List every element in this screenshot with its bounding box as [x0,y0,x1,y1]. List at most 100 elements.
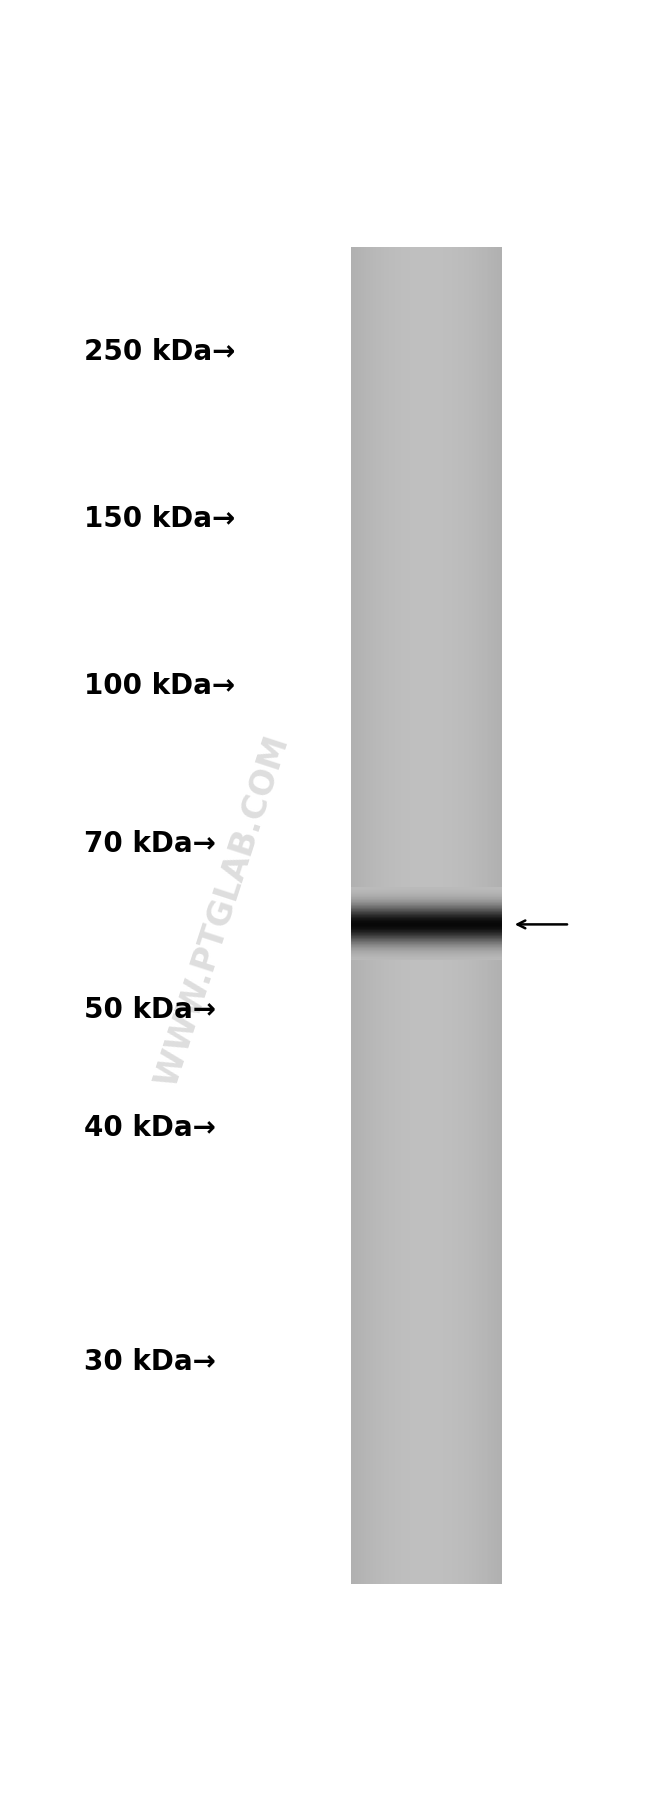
Bar [450,247,452,1583]
Bar [447,247,450,1583]
Bar [351,938,502,939]
Bar [351,891,502,892]
Bar [354,247,356,1583]
Bar [478,247,480,1583]
Bar [472,247,474,1583]
Bar [351,891,502,892]
Bar [487,247,489,1583]
Bar [463,247,465,1583]
Text: 70 kDa→: 70 kDa→ [84,829,216,858]
Bar [357,247,359,1583]
Bar [351,938,502,939]
Bar [484,247,486,1583]
Bar [452,247,454,1583]
Bar [351,934,502,936]
Bar [474,247,476,1583]
Bar [351,943,502,945]
Bar [351,945,502,947]
Bar [351,947,502,948]
Bar [428,247,430,1583]
Bar [351,918,502,920]
Bar [407,247,409,1583]
Bar [367,247,369,1583]
Bar [458,247,460,1583]
Bar [351,905,502,907]
Bar [461,247,463,1583]
Bar [404,247,406,1583]
Bar [351,911,502,912]
Bar [351,932,502,934]
Bar [351,902,502,903]
Bar [387,247,389,1583]
Text: 100 kDa→: 100 kDa→ [84,671,235,700]
Bar [351,954,502,956]
Bar [351,914,502,916]
Bar [410,247,411,1583]
Bar [351,887,502,889]
Bar [470,247,472,1583]
Bar [351,907,502,909]
Bar [352,247,354,1583]
Bar [365,247,367,1583]
Bar [351,921,502,923]
Bar [351,892,502,894]
Bar [500,247,502,1583]
Bar [434,247,436,1583]
Text: WWW.PTGLAB.COM: WWW.PTGLAB.COM [150,732,294,1089]
Text: 40 kDa→: 40 kDa→ [84,1114,216,1143]
Bar [351,894,502,896]
Bar [351,943,502,945]
Bar [351,921,502,923]
Bar [351,892,502,894]
Bar [351,927,502,929]
Bar [438,247,441,1583]
Bar [460,247,461,1583]
Text: 250 kDa→: 250 kDa→ [84,339,235,366]
Bar [351,887,502,889]
Bar [351,952,502,954]
Bar [351,948,502,950]
Bar [351,929,502,930]
Bar [351,923,502,925]
Bar [351,903,502,905]
Bar [376,247,378,1583]
Bar [476,247,478,1583]
Bar [479,247,481,1583]
Bar [351,903,502,905]
Bar [416,247,418,1583]
Bar [422,247,424,1583]
Bar [351,923,502,925]
Bar [421,247,422,1583]
Text: 30 kDa→: 30 kDa→ [84,1347,216,1376]
Bar [464,247,466,1583]
Bar [384,247,386,1583]
Bar [351,950,502,952]
Bar [473,247,475,1583]
Bar [351,909,502,911]
Bar [351,894,502,896]
Bar [423,247,425,1583]
Bar [437,247,439,1583]
Bar [351,925,502,927]
Bar [351,923,502,925]
Bar [391,247,393,1583]
Bar [351,950,502,952]
Bar [411,247,413,1583]
Bar [351,932,502,934]
Bar [351,905,502,907]
Bar [351,912,502,914]
Bar [499,247,501,1583]
Bar [399,247,401,1583]
Bar [351,930,502,932]
Bar [351,945,502,947]
Bar [380,247,382,1583]
Bar [351,941,502,943]
Bar [369,247,371,1583]
Bar [400,247,402,1583]
Bar [351,950,502,952]
Bar [351,894,502,896]
Bar [351,941,502,943]
Bar [449,247,451,1583]
Bar [351,934,502,936]
Bar [351,921,502,923]
